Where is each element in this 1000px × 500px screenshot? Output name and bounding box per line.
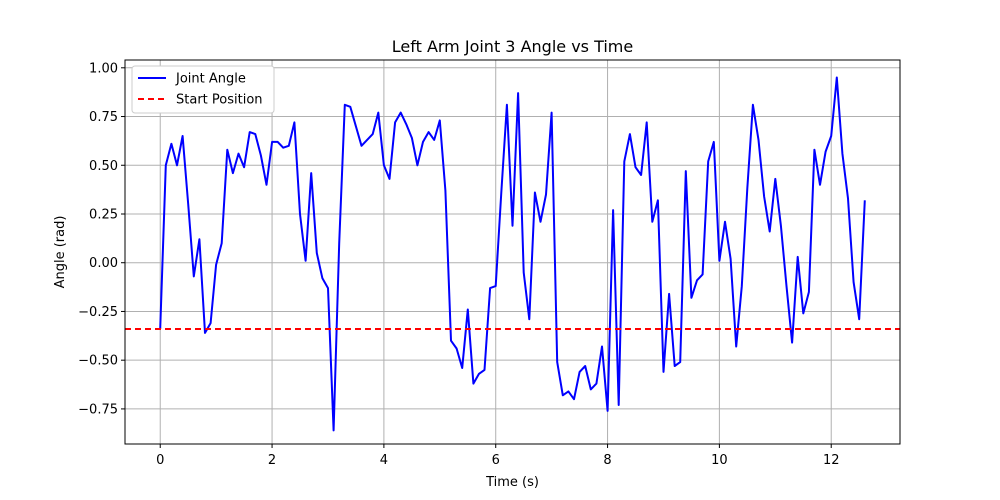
x-tick-label: 6	[492, 453, 500, 468]
legend-label-start-position: Start Position	[176, 93, 263, 108]
y-tick-label: 0.00	[89, 256, 118, 271]
y-tick-label: −0.25	[78, 305, 118, 320]
legend-label-joint-angle: Joint Angle	[175, 72, 246, 87]
data-layer	[125, 76, 900, 432]
legend-box	[131, 65, 275, 114]
plot-frame	[124, 59, 901, 445]
x-tick-label: 8	[603, 453, 611, 468]
legend: Joint Angle Start Position	[131, 65, 275, 114]
tick-layer: 0 2 4 6 8 10 12 −0.75 −0.50 −0.25 0.00 0.25 0.50 0.75…	[78, 61, 839, 468]
x-tick-label: 4	[380, 453, 388, 468]
x-axis-label: Time (s)	[485, 475, 539, 490]
x-tick-label: 2	[268, 453, 276, 468]
y-tick-label: 0.75	[89, 110, 118, 125]
y-tick-label: 0.25	[89, 207, 118, 222]
y-tick-label: 0.50	[89, 159, 118, 174]
chart-title: Left Arm Joint 3 Angle vs Time	[392, 37, 633, 56]
y-axis-label: Angle (rad)	[53, 216, 68, 289]
y-tick-label: −0.50	[78, 354, 118, 369]
y-tick-label: 1.00	[89, 61, 118, 76]
y-tick-label: −0.75	[78, 402, 118, 417]
grid-layer	[125, 60, 900, 444]
joint-angle-line	[159, 76, 866, 432]
x-tick-label: 12	[823, 453, 840, 468]
x-tick-label: 0	[156, 453, 164, 468]
x-tick-label: 10	[711, 453, 728, 468]
